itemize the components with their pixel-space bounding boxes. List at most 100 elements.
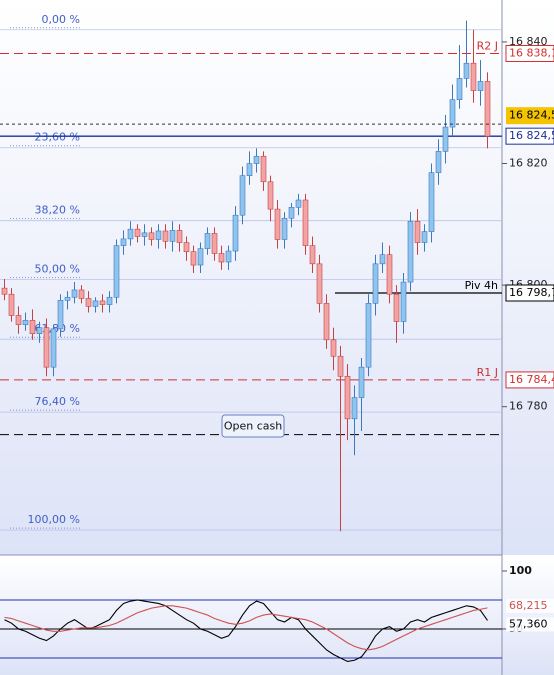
candle-body [155,230,162,240]
candle-body [246,163,253,176]
oscillator-plot [0,599,502,663]
candle-body [260,155,267,183]
value-tag [506,617,554,632]
candle-body [407,220,414,283]
candle-body [379,254,386,265]
candle-body [463,62,470,79]
candle-body [365,303,372,368]
candle-body [36,327,43,335]
candle-body [106,296,113,305]
price-tag [505,127,554,145]
candle-body [281,217,288,240]
candle-body [71,289,78,298]
candle-body [323,303,330,341]
candle-body [57,299,64,330]
value-tag-label: 57,360 [509,617,548,630]
candle-body [358,366,365,398]
candle-body [421,231,428,243]
candle-body [302,199,309,246]
candle-body [120,238,127,246]
candle-body [204,233,211,249]
last-price-label: 16 824,5 [509,109,554,122]
candle-body [162,230,169,242]
candle-body [211,233,218,254]
candle-body [29,320,36,335]
price-tag-label: 16 838,1 [509,46,554,59]
candle-body [428,172,435,232]
level-label: Piv 4h [465,279,498,292]
candle-body [64,296,71,301]
candle-body [477,81,484,91]
candle-body [372,263,379,304]
candle-body [148,232,155,240]
candle-body [253,155,260,164]
candle-body [190,251,197,266]
fib-label: 76,40 % [35,395,80,408]
candle-body [344,375,351,420]
candle-body [15,315,22,325]
candle-body [169,230,176,242]
candle-body [127,228,134,240]
fib-label: 50,00 % [35,263,80,276]
oscillator-line [4,599,488,663]
candle-body [414,220,421,243]
candle-body [386,254,393,295]
y-tick-label: 16 840 [509,35,548,48]
y-tick-label: 16 780 [509,400,548,413]
candle-body [274,208,281,240]
price-tag [505,44,554,62]
candle-body [113,245,120,298]
candle-body [316,263,323,304]
candle-body [183,242,190,252]
level-label: R2 J [477,39,498,52]
candle-body [22,320,29,325]
candle-body [470,62,477,91]
fib-label: 0,00 % [42,13,80,26]
price-tag-label: 16 824,5 [509,129,554,142]
fib-label: 38,20 % [35,204,80,217]
candle-body [393,293,400,322]
candle-body [197,248,204,266]
candle-body [456,78,463,100]
fib-label: 23,60 % [35,131,80,144]
candle-body [50,328,57,368]
candle-body [435,151,442,173]
candle-body [295,199,302,208]
oscillator-line [4,605,488,651]
candle-body [8,293,15,316]
candle-body [449,99,456,128]
candle-body [43,327,50,368]
last-price-tag [506,107,554,125]
price-tag [505,284,554,302]
candle-body [442,126,449,152]
candle-body [78,289,85,299]
candle-body [218,253,225,263]
annotation-box [221,414,285,438]
price-plot: 0,00 %23,60 %38,20 %50,00 %61,80 %76,40 … [0,13,502,532]
candle-body [134,228,141,237]
candle-body [225,250,232,263]
candle-body [330,339,337,357]
candle-body [92,300,99,307]
candle-body [141,232,148,237]
price-tag-label: 16 784,4 [509,373,554,386]
value-tag [506,598,554,613]
candle-body [400,281,407,322]
candle-body [288,206,295,219]
candle-body [309,245,316,265]
value-tag-label: 68,215 [509,599,548,612]
price-tag-label: 16 798,7 [509,286,554,299]
candle-body [337,355,344,377]
candle-body [232,214,239,252]
candle-body [239,175,246,216]
y-tick-label: 16 820 [509,157,548,170]
candle-body [484,81,491,137]
candle-body [1,287,8,295]
candle-body [85,298,92,307]
candle-body [99,300,106,305]
candle-body [176,230,183,243]
fib-label: 100,00 % [28,513,80,526]
annotation: Open cash [224,420,282,433]
